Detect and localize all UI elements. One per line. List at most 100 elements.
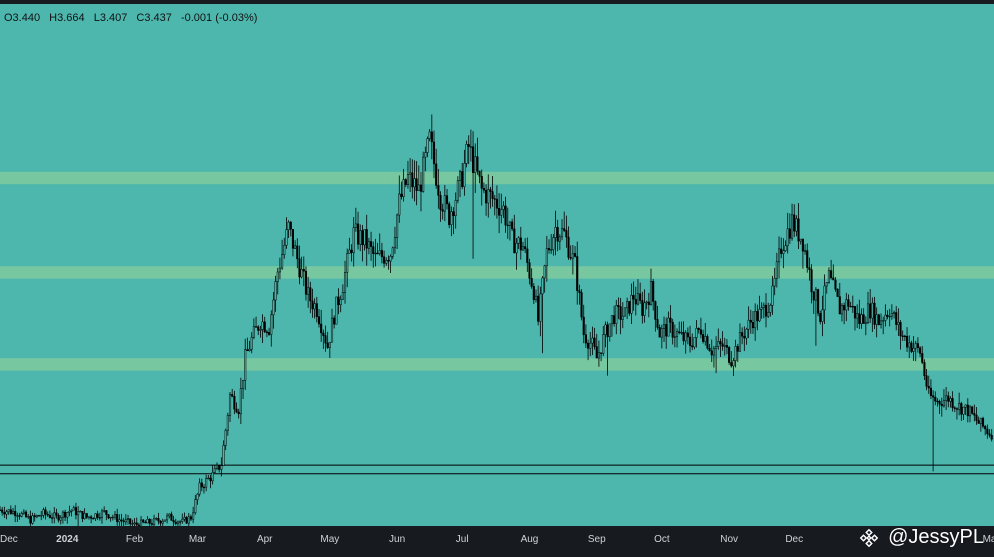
candle-body (565, 230, 568, 238)
candle-body (40, 515, 43, 517)
candle-body (951, 398, 954, 409)
candle-body (300, 269, 303, 278)
candle-body (808, 267, 811, 270)
candle-body (521, 246, 525, 251)
candle-body (57, 514, 60, 521)
candle-body (799, 238, 802, 242)
candle-body (131, 523, 134, 525)
candle-body (430, 131, 433, 143)
candle-body (46, 513, 49, 516)
candle-body (806, 250, 809, 268)
candle-body (124, 519, 127, 523)
candle-body (975, 414, 978, 421)
candle-body (986, 428, 989, 434)
candle-body (652, 281, 655, 302)
candle-body (914, 343, 917, 349)
candle-body (632, 294, 635, 300)
candle-body (48, 514, 51, 518)
candle-body (380, 250, 383, 258)
candle-body (804, 250, 807, 252)
candle-body (897, 322, 900, 325)
candle-body (7, 509, 10, 512)
candle-body (862, 314, 865, 324)
candle-body (428, 131, 431, 139)
x-tick-label: Apr (257, 534, 273, 545)
candle-body (645, 301, 648, 304)
candle-body (734, 346, 737, 361)
candle-body (764, 304, 768, 317)
candle-body (330, 317, 334, 343)
candle-body (721, 343, 724, 347)
candle-body (836, 288, 839, 297)
candle-body (135, 522, 138, 526)
candle-body (817, 289, 820, 314)
candle-body (608, 323, 611, 338)
candle-body (728, 347, 731, 363)
candle-body (506, 224, 509, 227)
candle-body (241, 379, 245, 389)
candle-body (754, 311, 757, 329)
candle-body (649, 281, 653, 305)
candle-body (472, 146, 475, 174)
candle-body (291, 229, 294, 249)
candle-body (70, 509, 73, 512)
candle-body (595, 346, 598, 359)
candle-body (610, 315, 613, 325)
candle-body (693, 337, 696, 348)
candle-body (639, 293, 642, 301)
candle-body (968, 406, 972, 417)
candle-body (176, 521, 179, 524)
candle-body (767, 312, 770, 317)
candle-body (537, 295, 540, 322)
candle-body (908, 342, 911, 348)
candle-body (96, 513, 99, 518)
candle-body (263, 321, 266, 333)
candle-body (187, 516, 190, 524)
candle-body (9, 509, 12, 514)
x-tick-label: 2024 (56, 534, 79, 545)
candle-body (192, 512, 195, 520)
x-tick-label: Mar (189, 534, 207, 545)
candle-body (383, 256, 386, 264)
candle-body (116, 514, 119, 523)
candle-body (398, 193, 401, 216)
candle-body (777, 248, 781, 263)
candle-body (667, 317, 670, 337)
candle-body (569, 257, 572, 259)
candle-body (463, 163, 466, 187)
candle-body (869, 303, 872, 319)
candle-body (148, 518, 151, 524)
candle-body (801, 238, 804, 252)
candle-body (33, 515, 36, 518)
candle-body (489, 189, 492, 192)
candle-body (157, 518, 160, 522)
x-tick-label: Oct (654, 534, 670, 545)
candle-body (884, 314, 887, 321)
candle-body (643, 302, 646, 316)
candle-body (491, 191, 494, 199)
candle-body (168, 513, 171, 517)
candle-body (98, 517, 101, 519)
candle-body (354, 223, 357, 228)
candle-body (955, 408, 959, 410)
watermark-handle: @JessyPL (888, 526, 984, 548)
candle-body (864, 322, 867, 324)
candle-body (882, 320, 885, 322)
candle-body (851, 305, 854, 308)
candle-body (374, 252, 377, 255)
candle-body (539, 293, 542, 322)
candle-body (793, 214, 796, 232)
candle-body (111, 516, 114, 519)
candle-body (819, 313, 822, 322)
candle-body (44, 509, 47, 515)
candle-body (845, 299, 848, 311)
ohlc-open: O3.440 (4, 12, 41, 24)
candle-body (821, 309, 824, 322)
candle-body (660, 328, 663, 338)
candle-body (311, 300, 314, 310)
candle-body (133, 522, 136, 524)
candle-body (1, 509, 4, 513)
candle-body (281, 254, 284, 269)
